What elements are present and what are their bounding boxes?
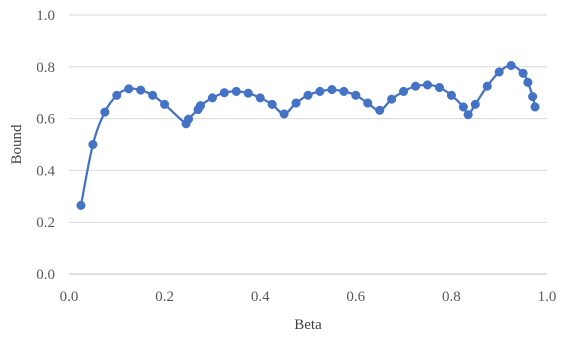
data-point [422, 80, 433, 90]
data-point [148, 90, 158, 100]
data-point [112, 90, 122, 100]
y-tick-label: 1.0 [36, 8, 55, 24]
data-point [375, 105, 385, 115]
data-point [327, 85, 337, 95]
y-tick-label: 0.6 [36, 112, 55, 128]
series-line [79, 64, 537, 207]
data-point [255, 93, 265, 103]
y-tick-label: 0.2 [36, 215, 55, 231]
data-point [195, 101, 205, 111]
y-tick-label: 0.8 [36, 60, 55, 76]
data-point [76, 200, 86, 210]
x-tick-label: 0.2 [155, 289, 174, 305]
data-point [434, 82, 445, 93]
data-point [219, 88, 229, 98]
data-point [100, 107, 110, 117]
data-point [279, 109, 289, 119]
data-point [528, 92, 538, 102]
tick-labels: 0.0 0.2 0.4 0.6 0.8 1.0 0.0 0.2 0.4 0.6 0.8 1.0 [36, 8, 556, 305]
data-point [303, 90, 313, 100]
data-point [315, 86, 325, 96]
x-tick-label: 0.8 [442, 289, 461, 305]
data-point [363, 98, 373, 108]
data-point [518, 68, 528, 78]
data-point [446, 90, 456, 100]
data-point [411, 81, 421, 91]
series-layer [76, 60, 540, 210]
data-point [351, 90, 361, 100]
data-point [124, 84, 134, 94]
data-point [399, 86, 409, 96]
data-point [387, 94, 397, 104]
data-point [231, 86, 241, 96]
x-tick-label: 0.6 [346, 289, 365, 305]
data-point [267, 99, 277, 109]
x-tick-label: 1.0 [538, 289, 557, 305]
data-point [207, 93, 217, 103]
data-point [458, 102, 468, 112]
y-tick-label: 0.4 [36, 163, 55, 179]
data-point [506, 60, 516, 71]
data-point [470, 99, 480, 109]
data-point [291, 98, 301, 108]
x-tick-label: 0.0 [60, 289, 79, 305]
y-axis-title: Bound [9, 124, 25, 165]
data-point [243, 88, 253, 98]
x-axis-title: Beta [294, 317, 322, 333]
data-point [494, 67, 504, 77]
data-point [530, 102, 540, 112]
y-tick-label: 0.0 [36, 267, 55, 283]
data-point [339, 86, 349, 96]
data-point [88, 139, 98, 150]
gridlines [69, 14, 547, 223]
data-point [523, 77, 533, 87]
data-point [160, 99, 170, 109]
data-point [183, 114, 194, 124]
data-point [136, 85, 146, 95]
x-tick-label: 0.4 [251, 289, 270, 305]
data-point [463, 110, 473, 120]
data-point [482, 81, 492, 91]
